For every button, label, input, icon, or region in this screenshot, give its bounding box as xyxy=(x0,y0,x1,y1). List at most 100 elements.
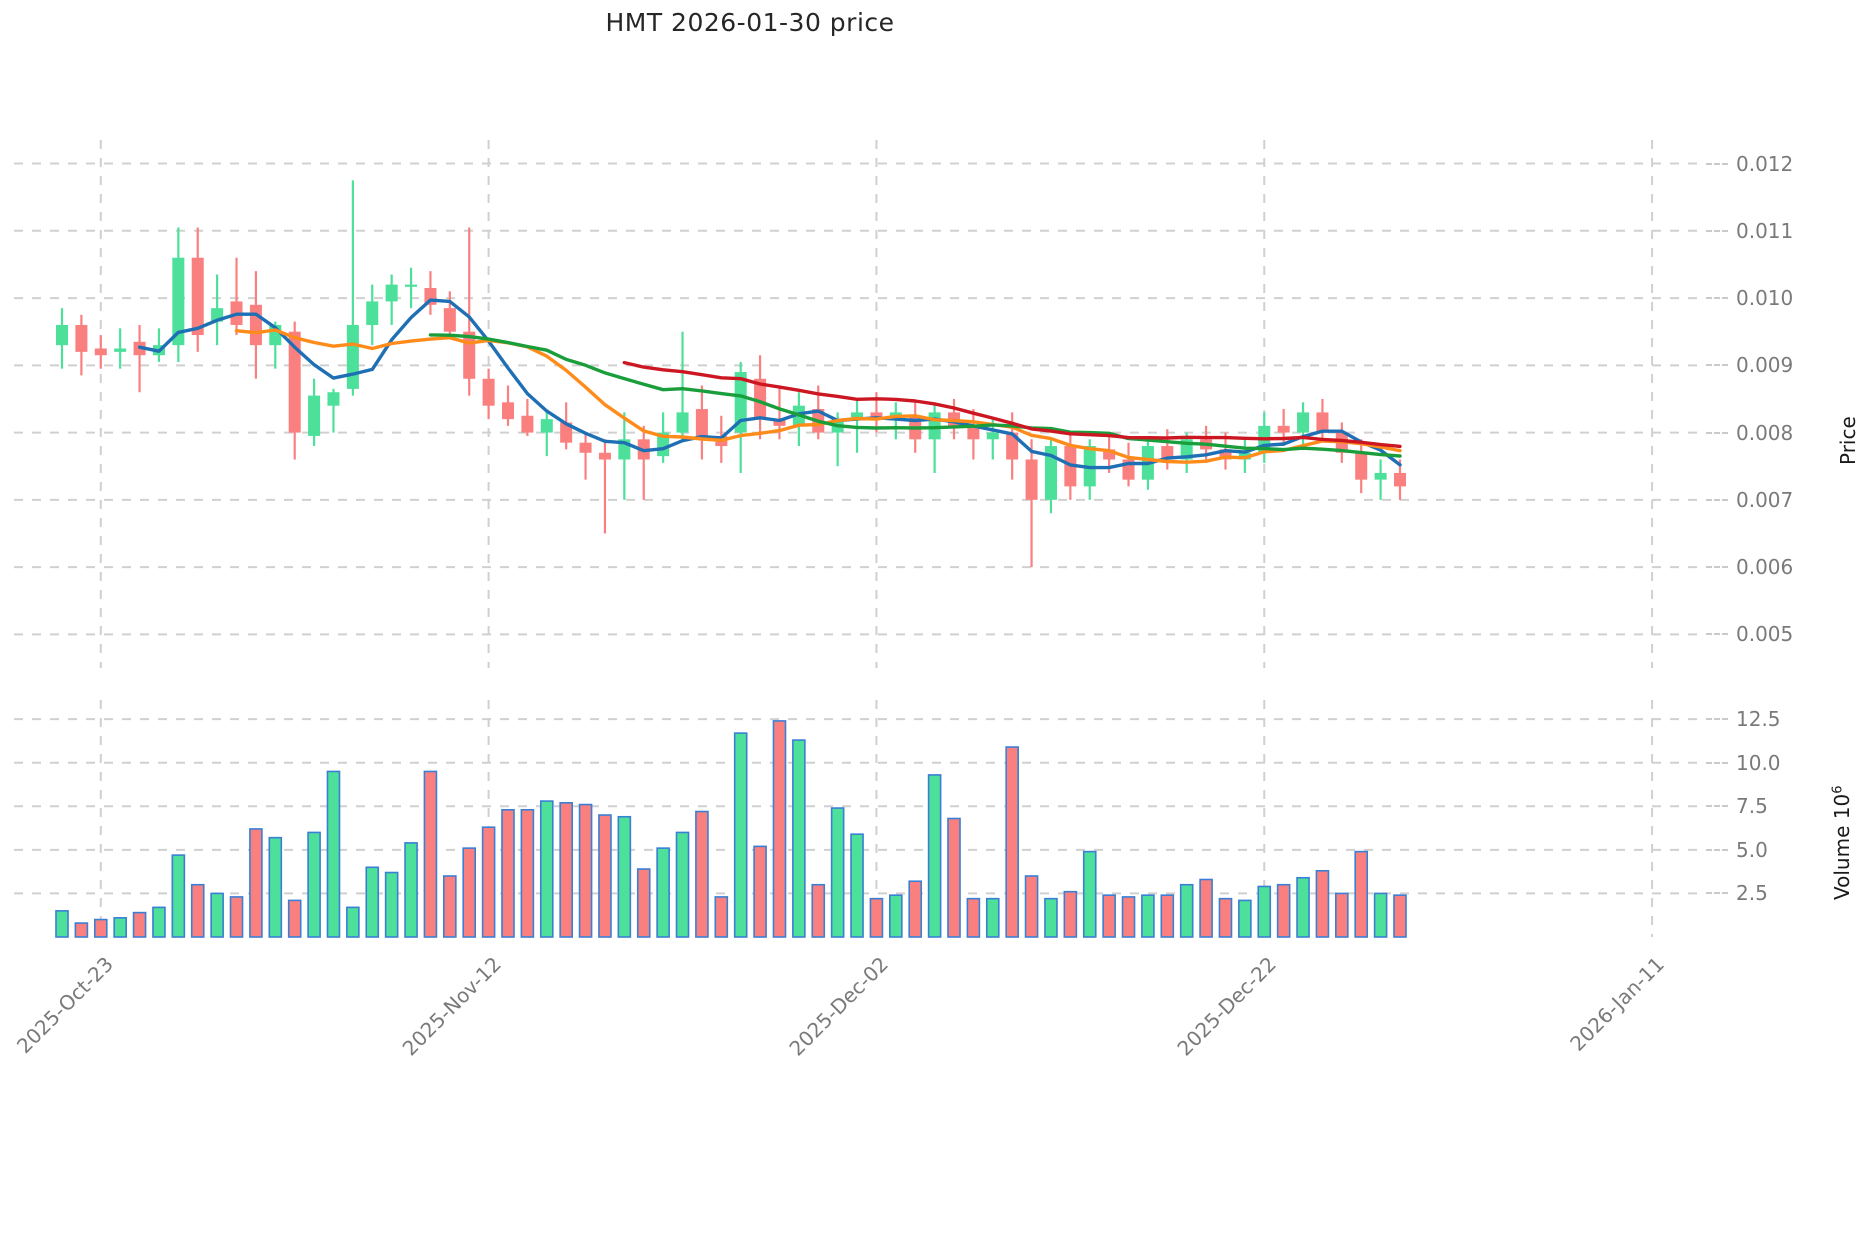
volume-bar xyxy=(1238,899,1252,938)
page-title: HMT 2026-01-30 price xyxy=(605,8,895,37)
volume-bar xyxy=(869,897,884,938)
volume-bar xyxy=(598,814,612,938)
volume-bar xyxy=(578,803,593,938)
volume-bar xyxy=(1335,892,1349,938)
volume-bar xyxy=(93,918,108,938)
volume-bar xyxy=(656,847,670,938)
candlestick xyxy=(346,180,359,396)
candlestick xyxy=(754,355,767,440)
candlestick xyxy=(1277,409,1290,447)
volume-bar xyxy=(1179,883,1194,938)
volume-bar xyxy=(1005,746,1019,938)
volume-bar xyxy=(229,896,244,938)
volume-bar xyxy=(1354,850,1369,938)
volume-bar xyxy=(501,808,515,938)
candlestick xyxy=(211,274,224,346)
volume-bar xyxy=(1121,896,1136,938)
volume-bar xyxy=(1024,875,1039,938)
candlestick xyxy=(792,392,805,447)
volume-bar xyxy=(733,732,748,938)
volume-axis-tick-label: 2.5 xyxy=(1736,881,1768,906)
candlestick xyxy=(172,227,185,362)
price-axis-tick-mark xyxy=(1706,364,1728,367)
volume-bar xyxy=(384,871,399,938)
candlestick xyxy=(327,388,340,433)
candlestick xyxy=(501,385,515,426)
volume-bar xyxy=(520,808,535,938)
volume-bar xyxy=(772,720,787,938)
candlestick xyxy=(579,432,592,480)
volume-bar xyxy=(850,833,864,938)
volume-axis-tick-label: 10.0 xyxy=(1736,750,1781,775)
x-tick-text: 2026-Jan-11 xyxy=(1565,952,1670,1056)
candlestick xyxy=(1025,439,1038,568)
candlestick xyxy=(560,402,573,450)
volume-bar xyxy=(966,897,981,938)
price-axis-tick-mark xyxy=(1706,431,1728,434)
volume-bar xyxy=(889,894,903,938)
candlestick xyxy=(1374,459,1387,500)
volume-plot xyxy=(14,700,1704,938)
volume-panel xyxy=(14,700,1704,938)
volume-bar xyxy=(1276,883,1291,938)
candlestick xyxy=(598,439,611,534)
volume-bar xyxy=(908,880,923,938)
volume-bar xyxy=(210,892,224,938)
volume-bar xyxy=(113,917,127,938)
volume-bar xyxy=(695,810,709,938)
candlestick xyxy=(308,378,321,447)
volume-bar xyxy=(1218,897,1233,938)
price-axis-title: Price xyxy=(1836,416,1860,465)
volume-exponent: 6 xyxy=(1830,785,1846,794)
candlestick xyxy=(405,267,418,309)
candlestick xyxy=(114,328,127,369)
volume-bar xyxy=(1373,892,1388,938)
volume-bar xyxy=(190,883,205,938)
volume-bar xyxy=(1044,897,1058,938)
candlestick xyxy=(133,324,146,393)
price-plot xyxy=(14,140,1704,668)
candlestick xyxy=(230,257,243,336)
candlestick xyxy=(482,368,495,420)
price-axis-tick-mark xyxy=(1706,297,1728,300)
volume-axis-title: Volume 106 xyxy=(1830,785,1854,900)
x-tick-text: 2025-Nov-12 xyxy=(397,952,506,1061)
candlestick xyxy=(366,284,379,346)
price-axis-tick-mark xyxy=(1706,229,1728,232)
volume-bar xyxy=(326,770,341,938)
candlestick xyxy=(676,331,689,440)
volume-bar xyxy=(675,831,690,938)
candlestick xyxy=(249,271,262,379)
price-axis-tick-mark xyxy=(1706,498,1728,501)
volume-bar xyxy=(287,899,302,938)
volume-bar xyxy=(307,831,321,938)
volume-bar xyxy=(753,845,767,938)
volume-bar xyxy=(1393,894,1407,938)
x-tick-text: 2025-Oct-23 xyxy=(11,952,118,1059)
volume-axis-tick-label: 5.0 xyxy=(1736,837,1768,862)
volume-axis-tick-label: 12.5 xyxy=(1736,707,1781,732)
volume-bar xyxy=(927,774,942,938)
volume-axis-tick-mark xyxy=(1706,805,1728,808)
price-axis-tick-mark xyxy=(1706,633,1728,636)
price-axis-tick-label: 0.009 xyxy=(1736,353,1794,378)
volume-bar xyxy=(1082,850,1097,938)
volume-axis-tick-mark xyxy=(1706,761,1728,764)
volume-bar xyxy=(811,883,826,938)
price-axis-tick-label: 0.012 xyxy=(1736,151,1794,176)
volume-bar xyxy=(1102,894,1116,938)
volume-bar xyxy=(481,826,496,938)
volume-bar xyxy=(443,875,457,938)
volume-bar xyxy=(55,910,69,938)
volume-bar xyxy=(74,922,89,938)
volume-bar xyxy=(404,842,418,938)
candlestick xyxy=(695,385,708,460)
volume-bar xyxy=(830,807,845,938)
price-axis-tick-mark xyxy=(1706,162,1728,165)
price-axis-tick-label: 0.007 xyxy=(1736,487,1794,512)
price-panel xyxy=(14,140,1704,668)
price-axis-tick-label: 0.008 xyxy=(1736,420,1794,445)
candlestick xyxy=(1161,429,1174,470)
price-axis-tick-label: 0.011 xyxy=(1736,218,1794,243)
